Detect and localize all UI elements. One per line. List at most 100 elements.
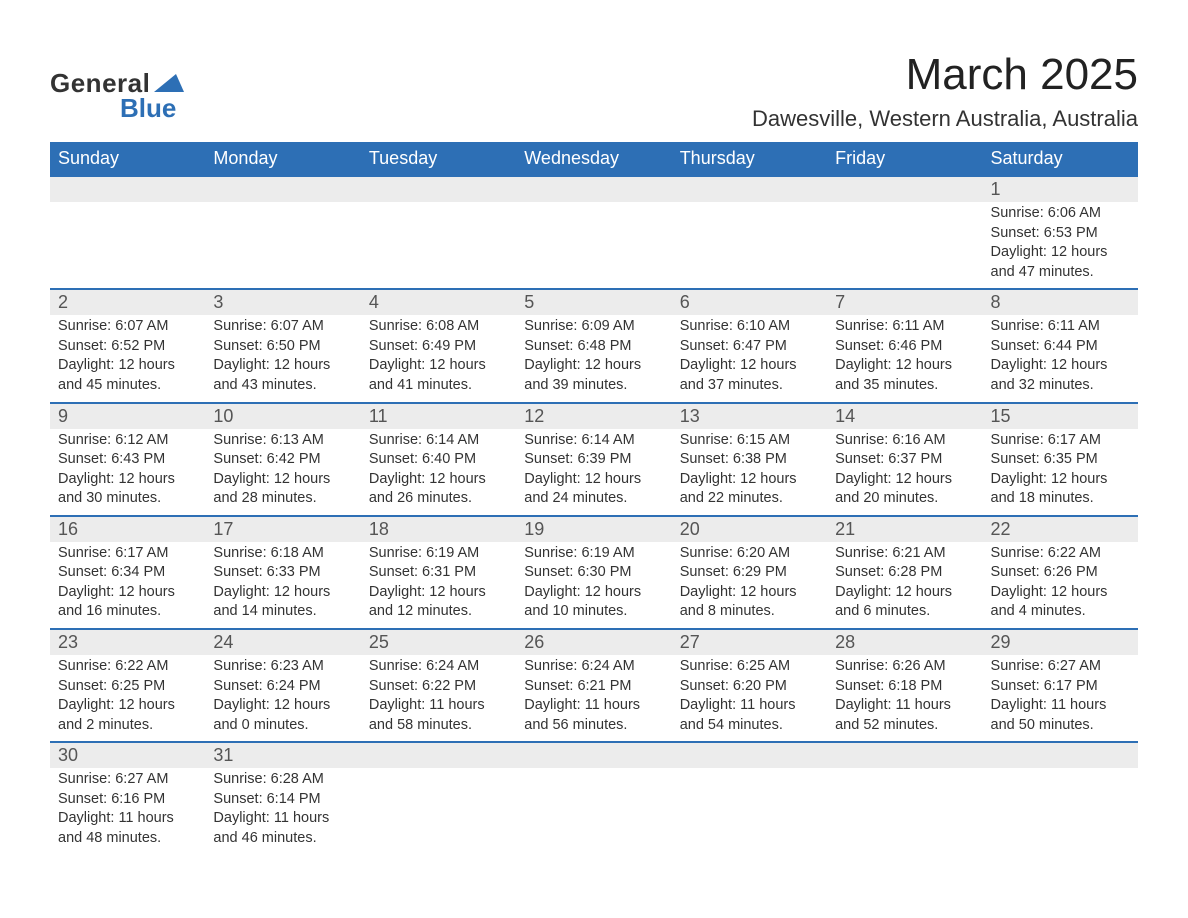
day-details: Sunrise: 6:14 AMSunset: 6:39 PMDaylight:… bbox=[524, 431, 663, 509]
day-sunset: Sunset: 6:47 PM bbox=[680, 337, 819, 357]
calendar-daynum-cell bbox=[672, 176, 827, 202]
day-sunset: Sunset: 6:44 PM bbox=[991, 337, 1130, 357]
day-number: 11 bbox=[361, 404, 516, 429]
day-sunrise: Sunrise: 6:06 AM bbox=[991, 204, 1130, 224]
day-number: 13 bbox=[672, 404, 827, 429]
calendar-details-cell bbox=[361, 202, 516, 289]
calendar-daynum-cell: 1 bbox=[983, 176, 1138, 202]
day-day1: Daylight: 12 hours bbox=[213, 356, 352, 376]
day-sunrise: Sunrise: 6:28 AM bbox=[213, 770, 352, 790]
calendar-header-row: Sunday Monday Tuesday Wednesday Thursday… bbox=[50, 142, 1138, 176]
calendar-daynum-cell: 28 bbox=[827, 629, 982, 655]
calendar-daynum-cell: 9 bbox=[50, 403, 205, 429]
day-details: Sunrise: 6:17 AMSunset: 6:34 PMDaylight:… bbox=[58, 544, 197, 622]
day-number bbox=[827, 177, 982, 201]
day-sunset: Sunset: 6:14 PM bbox=[213, 790, 352, 810]
calendar-details-cell bbox=[516, 768, 671, 854]
day-number: 29 bbox=[983, 630, 1138, 655]
day-header: Sunday bbox=[50, 142, 205, 176]
calendar-details-cell bbox=[205, 202, 360, 289]
calendar-daynum-cell: 17 bbox=[205, 516, 360, 542]
calendar-daynum-cell bbox=[827, 176, 982, 202]
day-number: 17 bbox=[205, 517, 360, 542]
day-number: 23 bbox=[50, 630, 205, 655]
day-day2: and 45 minutes. bbox=[58, 376, 197, 396]
calendar-daynum-cell: 22 bbox=[983, 516, 1138, 542]
calendar-details-cell: Sunrise: 6:19 AMSunset: 6:30 PMDaylight:… bbox=[516, 542, 671, 629]
calendar-details-cell: Sunrise: 6:27 AMSunset: 6:16 PMDaylight:… bbox=[50, 768, 205, 854]
day-day1: Daylight: 12 hours bbox=[991, 356, 1130, 376]
day-sunrise: Sunrise: 6:22 AM bbox=[991, 544, 1130, 564]
day-sunrise: Sunrise: 6:21 AM bbox=[835, 544, 974, 564]
day-sunrise: Sunrise: 6:25 AM bbox=[680, 657, 819, 677]
day-day1: Daylight: 11 hours bbox=[213, 809, 352, 829]
day-sunrise: Sunrise: 6:27 AM bbox=[58, 770, 197, 790]
calendar-details-cell: Sunrise: 6:24 AMSunset: 6:21 PMDaylight:… bbox=[516, 655, 671, 742]
calendar-details-cell: Sunrise: 6:07 AMSunset: 6:52 PMDaylight:… bbox=[50, 315, 205, 402]
day-sunrise: Sunrise: 6:16 AM bbox=[835, 431, 974, 451]
day-sunset: Sunset: 6:17 PM bbox=[991, 677, 1130, 697]
calendar-week-daynum-row: 23242526272829 bbox=[50, 629, 1138, 655]
calendar-details-cell: Sunrise: 6:20 AMSunset: 6:29 PMDaylight:… bbox=[672, 542, 827, 629]
day-day1: Daylight: 11 hours bbox=[58, 809, 197, 829]
day-day1: Daylight: 12 hours bbox=[369, 583, 508, 603]
calendar-details-cell: Sunrise: 6:15 AMSunset: 6:38 PMDaylight:… bbox=[672, 429, 827, 516]
calendar-daynum-cell: 19 bbox=[516, 516, 671, 542]
calendar-daynum-cell: 26 bbox=[516, 629, 671, 655]
day-day1: Daylight: 12 hours bbox=[369, 356, 508, 376]
calendar-details-cell: Sunrise: 6:22 AMSunset: 6:26 PMDaylight:… bbox=[983, 542, 1138, 629]
calendar-week-daynum-row: 9101112131415 bbox=[50, 403, 1138, 429]
calendar-details-cell: Sunrise: 6:10 AMSunset: 6:47 PMDaylight:… bbox=[672, 315, 827, 402]
day-details: Sunrise: 6:20 AMSunset: 6:29 PMDaylight:… bbox=[680, 544, 819, 622]
calendar-details-cell bbox=[827, 202, 982, 289]
day-details: Sunrise: 6:13 AMSunset: 6:42 PMDaylight:… bbox=[213, 431, 352, 509]
day-day2: and 4 minutes. bbox=[991, 602, 1130, 622]
day-number bbox=[672, 743, 827, 767]
calendar-week-details-row: Sunrise: 6:17 AMSunset: 6:34 PMDaylight:… bbox=[50, 542, 1138, 629]
calendar-week-daynum-row: 2345678 bbox=[50, 289, 1138, 315]
page-header: General Blue March 2025 Dawesville, West… bbox=[50, 50, 1138, 138]
day-day2: and 37 minutes. bbox=[680, 376, 819, 396]
day-day1: Daylight: 12 hours bbox=[524, 583, 663, 603]
day-day1: Daylight: 12 hours bbox=[524, 356, 663, 376]
day-sunrise: Sunrise: 6:18 AM bbox=[213, 544, 352, 564]
calendar-details-cell: Sunrise: 6:17 AMSunset: 6:35 PMDaylight:… bbox=[983, 429, 1138, 516]
calendar-details-cell: Sunrise: 6:22 AMSunset: 6:25 PMDaylight:… bbox=[50, 655, 205, 742]
day-day2: and 39 minutes. bbox=[524, 376, 663, 396]
day-day1: Daylight: 12 hours bbox=[58, 583, 197, 603]
calendar-daynum-cell: 29 bbox=[983, 629, 1138, 655]
day-header: Thursday bbox=[672, 142, 827, 176]
day-day2: and 6 minutes. bbox=[835, 602, 974, 622]
day-sunset: Sunset: 6:35 PM bbox=[991, 450, 1130, 470]
day-sunset: Sunset: 6:40 PM bbox=[369, 450, 508, 470]
day-details: Sunrise: 6:07 AMSunset: 6:52 PMDaylight:… bbox=[58, 317, 197, 395]
day-sunset: Sunset: 6:42 PM bbox=[213, 450, 352, 470]
day-number bbox=[827, 743, 982, 767]
calendar-daynum-cell: 4 bbox=[361, 289, 516, 315]
calendar-details-cell: Sunrise: 6:18 AMSunset: 6:33 PMDaylight:… bbox=[205, 542, 360, 629]
day-sunset: Sunset: 6:31 PM bbox=[369, 563, 508, 583]
day-number: 12 bbox=[516, 404, 671, 429]
day-number: 20 bbox=[672, 517, 827, 542]
calendar-daynum-cell bbox=[672, 742, 827, 768]
day-number: 19 bbox=[516, 517, 671, 542]
day-details: Sunrise: 6:17 AMSunset: 6:35 PMDaylight:… bbox=[991, 431, 1130, 509]
day-day1: Daylight: 12 hours bbox=[835, 583, 974, 603]
calendar-daynum-cell: 21 bbox=[827, 516, 982, 542]
day-day2: and 10 minutes. bbox=[524, 602, 663, 622]
day-day1: Daylight: 12 hours bbox=[524, 470, 663, 490]
calendar-table: Sunday Monday Tuesday Wednesday Thursday… bbox=[50, 142, 1138, 855]
day-day2: and 0 minutes. bbox=[213, 716, 352, 736]
day-day1: Daylight: 12 hours bbox=[58, 356, 197, 376]
day-number: 18 bbox=[361, 517, 516, 542]
calendar-daynum-cell: 18 bbox=[361, 516, 516, 542]
day-details: Sunrise: 6:24 AMSunset: 6:21 PMDaylight:… bbox=[524, 657, 663, 735]
day-sunset: Sunset: 6:48 PM bbox=[524, 337, 663, 357]
day-sunrise: Sunrise: 6:19 AM bbox=[524, 544, 663, 564]
day-number bbox=[516, 743, 671, 767]
calendar-details-cell: Sunrise: 6:07 AMSunset: 6:50 PMDaylight:… bbox=[205, 315, 360, 402]
day-day2: and 47 minutes. bbox=[991, 263, 1130, 283]
day-number: 7 bbox=[827, 290, 982, 315]
day-details: Sunrise: 6:11 AMSunset: 6:44 PMDaylight:… bbox=[991, 317, 1130, 395]
day-number: 8 bbox=[983, 290, 1138, 315]
